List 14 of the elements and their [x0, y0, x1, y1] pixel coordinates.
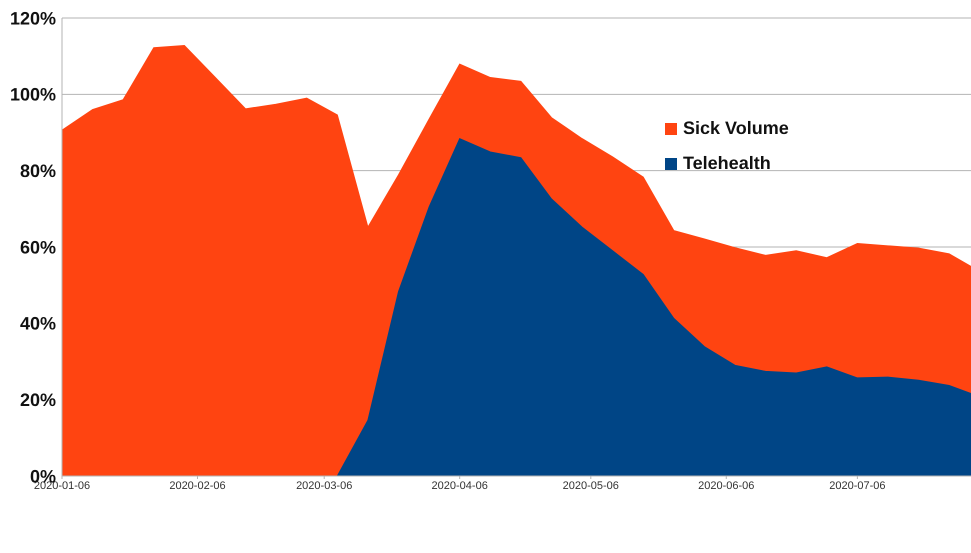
x-tick-label: 2020-07-06 — [829, 480, 886, 492]
y-tick-label: 40% — [20, 314, 56, 334]
y-tick-label: 60% — [20, 237, 56, 258]
x-tick-label: 2020-05-06 — [562, 480, 619, 492]
x-tick-label: 2020-04-06 — [432, 480, 488, 492]
x-tick-label: 2020-03-06 — [296, 480, 352, 492]
x-tick-label: 2020-02-06 — [169, 480, 226, 492]
y-tick-label: 120% — [10, 8, 56, 28]
y-tick-label: 80% — [20, 161, 56, 182]
legend-label: Sick Volume — [683, 118, 789, 139]
y-tick-label: 20% — [20, 390, 56, 410]
legend-label: Telehealth — [683, 153, 771, 174]
y-tick-label: 100% — [10, 84, 56, 105]
x-tick-label: 2020-06-06 — [698, 480, 754, 492]
